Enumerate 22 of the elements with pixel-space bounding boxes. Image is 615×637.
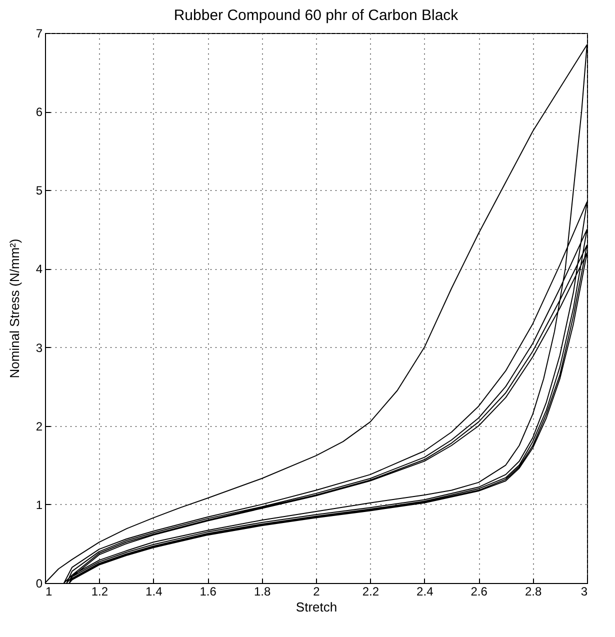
chart-title: Rubber Compound 60 phr of Carbon Black (174, 7, 459, 24)
y-axis-title: Nominal Stress (N/mm²) (6, 238, 22, 378)
x-tick-label: 2.4 (416, 584, 434, 598)
x-tick-label: 1.2 (91, 584, 108, 598)
x-tick-label: 2.2 (362, 584, 380, 598)
x-tick-label: 3 (580, 584, 588, 598)
x-tick-label: 1.8 (254, 584, 271, 598)
y-tick-label: 2 (36, 419, 43, 434)
x-axis-title: Stretch (296, 600, 338, 614)
y-tick-label: 0 (36, 576, 43, 590)
y-tick-label: 4 (36, 262, 43, 276)
x-tick-label: 2.8 (524, 584, 542, 598)
x-tick-label: 1.6 (200, 584, 217, 598)
x-tick-label: 2.6 (470, 584, 488, 598)
y-tick-label: 3 (36, 340, 43, 355)
y-tick-label: 1 (36, 498, 43, 512)
y-tick-label: 6 (36, 105, 43, 120)
x-tick-label: 1.4 (146, 584, 163, 598)
x-tick-label: 1 (46, 584, 52, 598)
x-tick-label: 2 (313, 584, 320, 598)
y-tick-label: 7 (36, 26, 43, 40)
y-tick-label: 5 (36, 184, 43, 198)
